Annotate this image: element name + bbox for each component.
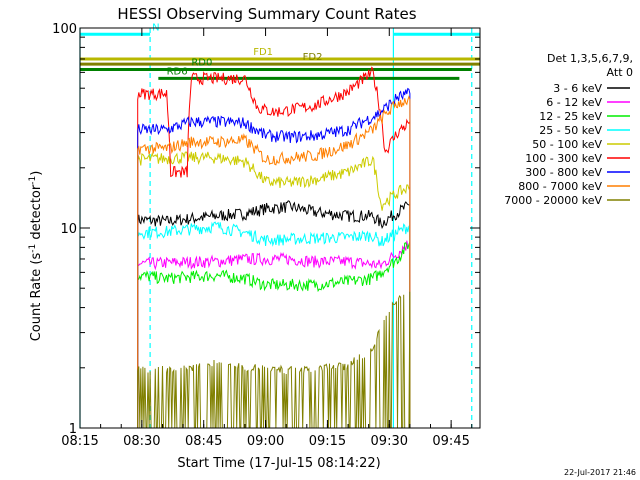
series-line-1 bbox=[137, 240, 411, 428]
axes: 08:15 08:30 08:45 09:00 09:15 09:30 09:45 1 10 10… bbox=[52, 22, 481, 449]
y-axis-label-end: ) bbox=[29, 171, 44, 176]
y-tick-label-0: 1 bbox=[69, 422, 77, 437]
y-axis-label-sup2: -1 bbox=[28, 176, 38, 185]
y-axis-label: Count Rate (s-1 detector-1) bbox=[28, 171, 44, 342]
y-axis-label-mid: detector bbox=[29, 184, 44, 244]
legend-header-2: Att 0 bbox=[607, 66, 633, 79]
x-tick-label-6: 09:45 bbox=[432, 434, 469, 449]
y-axis-label-sup1: -1 bbox=[28, 244, 38, 253]
legend-label-8: 7000 - 20000 keV bbox=[504, 194, 602, 207]
segment-label-fd1: FD1 bbox=[253, 47, 273, 58]
legend-label-4: 50 - 100 keV bbox=[532, 138, 602, 151]
legend-label-6: 300 - 800 keV bbox=[525, 166, 602, 179]
segment-label-fd2: FD2 bbox=[303, 52, 323, 63]
segment-label-rd0: RD0 bbox=[191, 58, 212, 69]
x-tick-label-0: 08:15 bbox=[61, 434, 98, 449]
y-axis-label-main: Count Rate (s bbox=[29, 253, 44, 342]
x-tick-label-4: 09:15 bbox=[309, 434, 346, 449]
legend-label-3: 25 - 50 keV bbox=[539, 124, 602, 137]
x-axis-label: Start Time (17-Jul-15 08:14:22) bbox=[177, 456, 380, 471]
series-line-6 bbox=[137, 87, 411, 428]
plot-area bbox=[80, 28, 480, 428]
footer-date: 22-Jul-2017 21:46 bbox=[564, 468, 636, 477]
x-tick-label-2: 08:45 bbox=[185, 434, 222, 449]
legend-header-1: Det 1,3,5,6,7,9, bbox=[547, 52, 633, 65]
legend-label-0: 3 - 6 keV bbox=[553, 82, 602, 95]
series-line-3 bbox=[137, 221, 411, 428]
x-tick-label-1: 08:30 bbox=[123, 434, 160, 449]
y-tick-label-2: 100 bbox=[52, 22, 77, 37]
x-tick-label-5: 09:30 bbox=[371, 434, 408, 449]
x-tick-label-3: 09:00 bbox=[247, 434, 284, 449]
legend-label-1: 6 - 12 keV bbox=[546, 96, 602, 109]
segment-label-rd6: RD6 bbox=[167, 66, 188, 77]
legend-label-2: 12 - 25 keV bbox=[539, 110, 602, 123]
series-line-0 bbox=[137, 200, 411, 428]
legend-label-7: 800 - 7000 keV bbox=[518, 180, 602, 193]
series-line-2 bbox=[137, 241, 411, 428]
chart-title: HESSI Observing Summary Count Rates bbox=[117, 5, 416, 23]
legend-label-5: 100 - 300 keV bbox=[525, 152, 602, 165]
series-lines bbox=[137, 66, 411, 429]
series-line-4 bbox=[137, 151, 411, 428]
plot-background bbox=[80, 28, 480, 428]
series-line-7 bbox=[137, 95, 411, 428]
y-tick-label-1: 10 bbox=[60, 222, 77, 237]
series-line-5 bbox=[137, 66, 411, 428]
